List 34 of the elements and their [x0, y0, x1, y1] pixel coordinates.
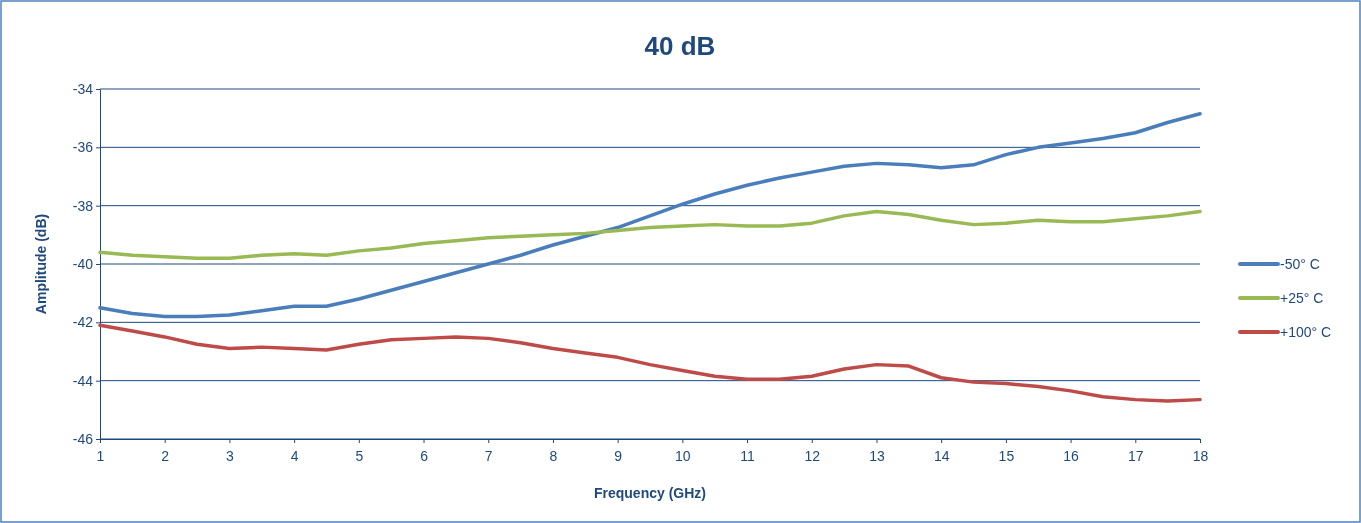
y-tick-label: -34: [72, 80, 94, 97]
x-tick-label: 2: [161, 448, 170, 465]
line-series: [98, 112, 1202, 319]
legend-label: +25° C: [1280, 289, 1324, 306]
line-series: [98, 323, 1202, 403]
chart-title: 40 dB: [644, 31, 716, 61]
x-tick-label: 18: [1192, 448, 1209, 465]
x-tick-label: 17: [1128, 448, 1144, 465]
x-tick-label: 12: [804, 448, 821, 465]
x-tick-label: 6: [420, 448, 429, 465]
y-tick-label: -44: [72, 372, 94, 389]
x-tick-label: 3: [226, 448, 235, 465]
y-tick-label: -40: [72, 255, 94, 272]
x-tick-label: 9: [614, 448, 623, 465]
x-tick-label: 4: [290, 448, 299, 465]
x-tick-label: 11: [740, 448, 756, 465]
y-tick-label: -42: [72, 314, 94, 331]
x-tick-label: 5: [355, 448, 364, 465]
x-tick-label: 16: [1063, 448, 1080, 465]
x-axis-title: Frequency (GHz): [593, 485, 707, 501]
legend-label: -50° C: [1280, 255, 1320, 272]
y-tick-label: -38: [72, 197, 94, 214]
line-series: [98, 209, 1202, 260]
x-tick-label: 14: [933, 448, 950, 465]
x-tick-label: 13: [869, 448, 885, 465]
y-tick-label: -36: [72, 139, 94, 156]
y-axis-title: Amplitude (dB): [33, 213, 49, 315]
x-tick-label: 15: [998, 448, 1015, 465]
x-tick-label: 10: [675, 448, 691, 465]
y-tick-label: -46: [72, 430, 94, 447]
x-tick-label: 7: [484, 448, 493, 465]
legend-label: +100° C: [1280, 323, 1332, 340]
x-tick-label: 8: [549, 448, 558, 465]
x-tick-label: 1: [96, 448, 105, 465]
